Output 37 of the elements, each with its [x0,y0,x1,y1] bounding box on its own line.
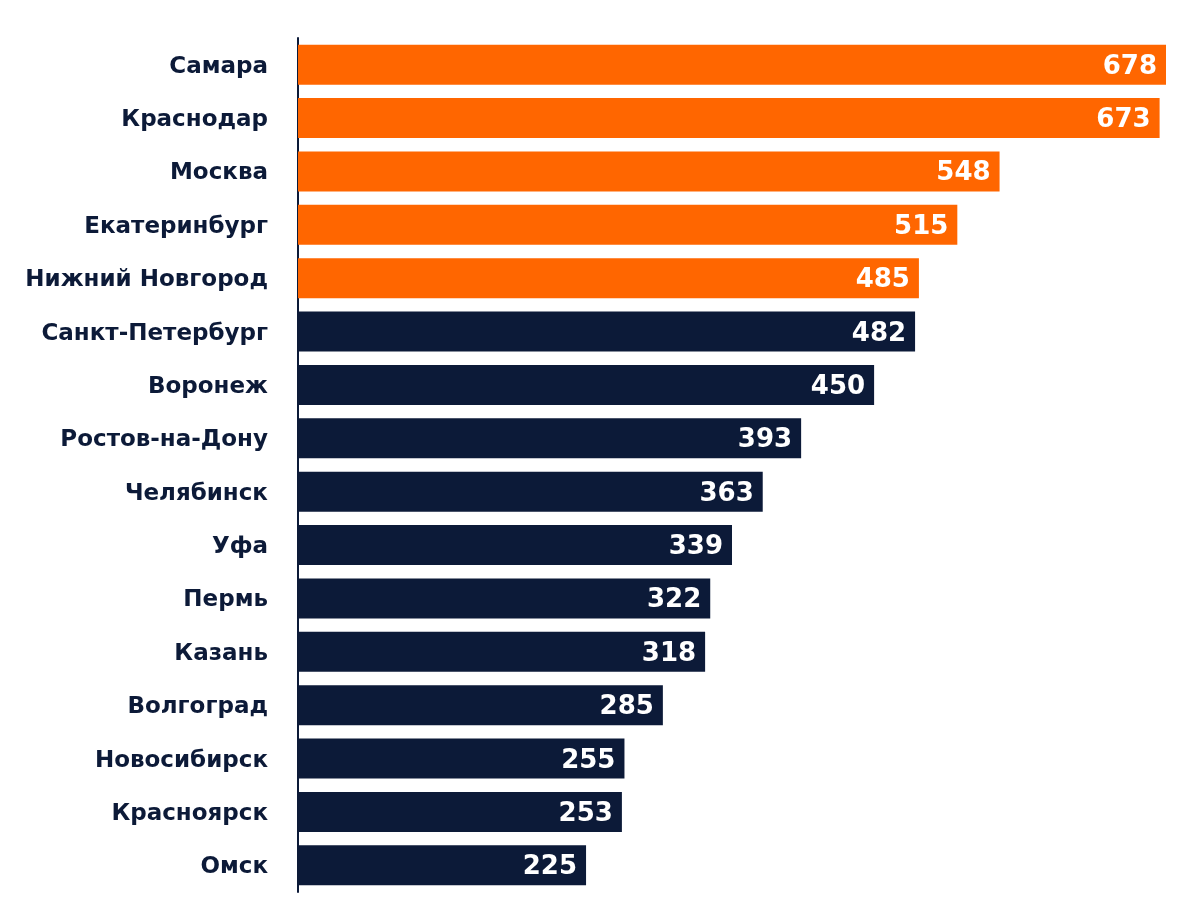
data-label: 285 [599,690,654,721]
data-label: 363 [699,476,754,507]
y-tick-label: Воронеж [148,371,269,398]
bar [298,204,958,245]
data-label: 515 [894,209,949,240]
data-label: 548 [936,156,991,187]
y-tick-label: Новосибирск [94,745,269,772]
bar [298,44,1166,85]
y-tick-label: Москва [169,158,268,185]
data-label: 450 [810,369,866,400]
bar [298,151,1000,192]
y-tick-label: Челябинск [124,478,269,505]
bar [298,258,919,299]
data-label: 485 [855,263,910,294]
data-label: 318 [641,636,697,667]
y-tick-label: Санкт-Петербург [41,318,268,345]
y-tick-label: Пермь [183,585,268,612]
y-tick-label: Омск [200,852,269,879]
y-tick-label: Красноярск [111,798,269,825]
data-label: 482 [851,316,907,347]
data-label: 393 [737,423,793,454]
data-label: 322 [646,583,702,614]
y-tick-label: Краснодар [121,105,268,132]
y-tick-label: Ростов-на-Дону [60,425,268,452]
data-label: 225 [522,850,578,881]
y-tick-label: Екатеринбург [84,211,268,238]
y-tick-label: Уфа [211,532,268,559]
data-label: 678 [1102,49,1157,80]
data-label: 673 [1096,103,1151,134]
data-label: 339 [668,530,723,561]
y-tick-label: Нижний Новгород [25,265,268,292]
y-tick-label: Казань [174,638,268,665]
data-label: 255 [561,743,616,774]
y-tick-label: Волгоград [127,692,268,719]
y-tick-label: Самара [169,51,268,78]
data-label: 253 [558,796,613,827]
bar [298,98,1160,139]
